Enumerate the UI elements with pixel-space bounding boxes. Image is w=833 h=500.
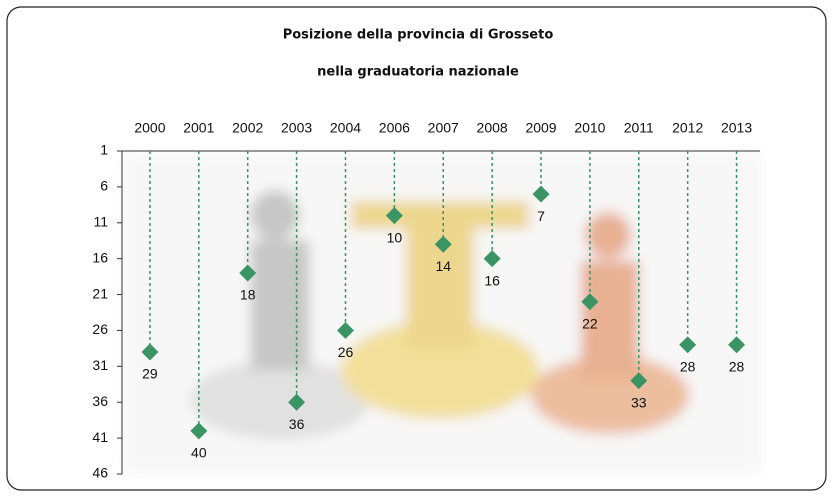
x-tick-label: 2012 (672, 120, 703, 136)
y-tick-label: 46 (92, 465, 108, 481)
chart: Posizione della provincia di Grosseto ne… (0, 0, 833, 495)
data-label: 18 (240, 287, 256, 303)
data-label: 26 (338, 344, 354, 360)
y-tick-label: 21 (92, 285, 108, 301)
data-label: 28 (729, 359, 745, 375)
data-label: 28 (680, 359, 696, 375)
y-tick-label: 31 (92, 357, 108, 373)
x-tick-label: 2000 (134, 120, 165, 136)
data-label: 22 (582, 315, 598, 331)
y-tick-label: 41 (92, 429, 108, 445)
y-tick-label: 16 (92, 249, 108, 265)
chart-title: Posizione della provincia di Grosseto (283, 28, 554, 43)
x-tick-label: 2010 (574, 120, 605, 136)
background-image (122, 151, 762, 474)
data-label: 29 (142, 366, 158, 382)
y-tick-label: 6 (100, 178, 108, 194)
x-tick-label: 2003 (281, 120, 312, 136)
x-tick-label: 2004 (330, 120, 361, 136)
y-tick-label: 36 (92, 393, 108, 409)
x-tick-label: 2006 (379, 120, 410, 136)
x-tick-label: 2008 (477, 120, 508, 136)
data-label: 16 (484, 272, 500, 288)
page: Posizione della provincia di Grosseto ne… (0, 0, 833, 495)
data-label: 33 (631, 394, 647, 410)
data-label: 40 (191, 445, 207, 461)
y-tick-label: 26 (92, 321, 108, 337)
x-tick-label: 2002 (232, 120, 263, 136)
y-tick-label: 1 (100, 142, 108, 158)
x-tick-label: 2011 (624, 120, 654, 136)
x-tick-label: 2007 (428, 120, 459, 136)
x-tick-label: 2009 (525, 120, 556, 136)
chart-title: nella graduatoria nazionale (317, 65, 519, 80)
data-label: 14 (435, 258, 451, 274)
data-label: 7 (537, 208, 545, 224)
y-tick-label: 11 (93, 213, 108, 229)
x-tick-label: 2001 (183, 120, 214, 136)
x-tick-label: 2013 (721, 120, 752, 136)
data-label: 36 (289, 416, 305, 432)
data-label: 10 (387, 229, 403, 245)
